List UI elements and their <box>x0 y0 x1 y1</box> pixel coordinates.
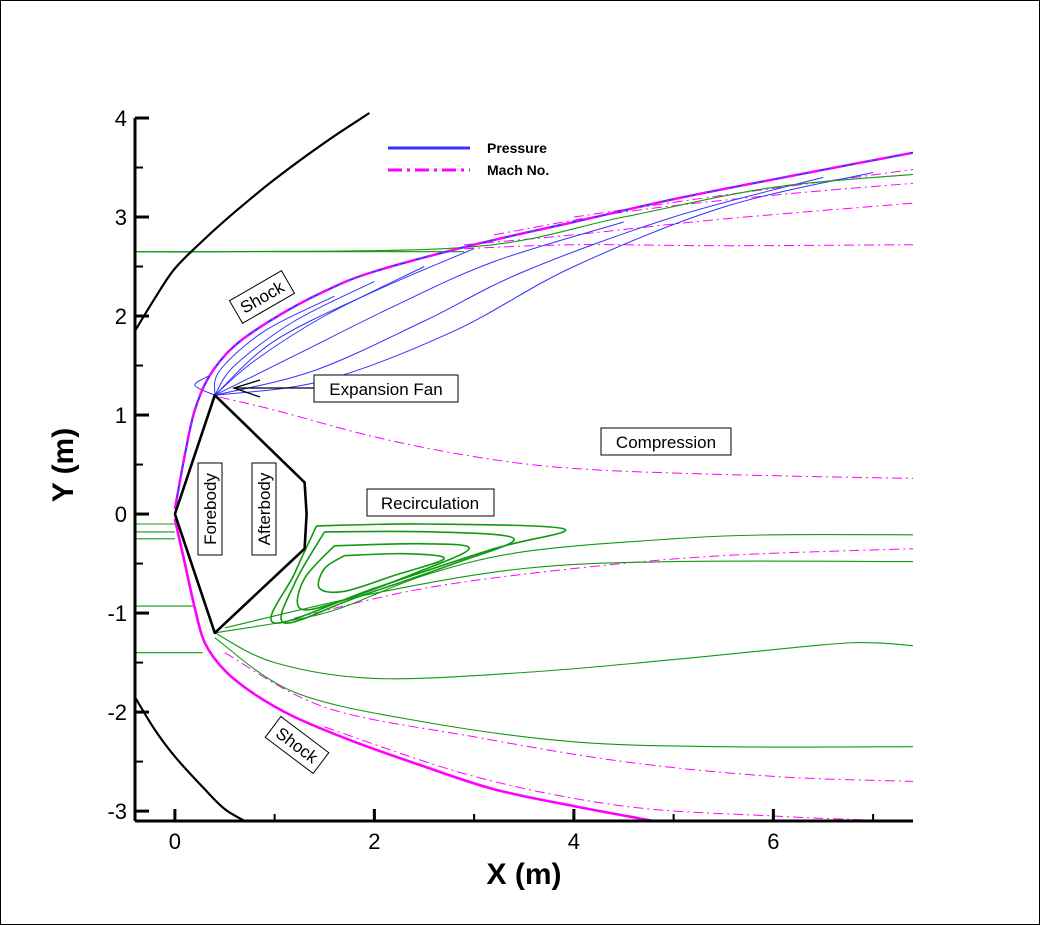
y-tick-label: 3 <box>115 205 127 230</box>
outer-shock-lower <box>134 696 246 822</box>
x-tick-label: 2 <box>368 829 380 854</box>
mach-contour-line <box>464 244 914 250</box>
annotation-compression: Compression <box>600 427 732 456</box>
legend-label-pressure: Pressure <box>487 140 547 156</box>
annotation-box <box>228 270 296 324</box>
annotation-box <box>313 374 459 403</box>
y-axis-title: Y (m) <box>47 428 80 502</box>
streamline <box>270 523 567 624</box>
pressure-fan-line <box>214 176 824 396</box>
streamline <box>317 552 446 594</box>
annotation-shock-lower: Shock <box>264 715 330 775</box>
tick-layer: 0 2 4 6 -3 -2 -1 0 1 2 3 4 <box>107 106 875 854</box>
pressure-fan-line <box>214 172 874 396</box>
y-tick-label: -3 <box>107 799 127 824</box>
x-axis-title: X (m) <box>487 858 562 891</box>
streamline <box>214 632 914 680</box>
streamline <box>280 530 515 624</box>
y-tick-label: 2 <box>115 304 127 329</box>
y-tick-label: 4 <box>115 106 127 131</box>
legend: Pressure Mach No. <box>388 140 549 178</box>
pressure-fan-line <box>214 280 375 396</box>
mach-contour-line <box>324 726 894 822</box>
mach-contour-line <box>294 548 914 619</box>
y-tick-label: -1 <box>107 601 127 626</box>
annotation-expansion-fan: Expansion Fan <box>231 374 459 403</box>
x-tick-label: 0 <box>169 829 181 854</box>
streamline <box>224 560 914 629</box>
mach-contour-line <box>464 202 914 246</box>
axes <box>133 118 913 823</box>
annotation-forebody-text: Forebody <box>201 473 220 545</box>
x-tick-label: 4 <box>568 829 580 854</box>
x-tick-label: 6 <box>767 829 779 854</box>
pressure-fan-line <box>214 266 425 396</box>
annotation-box <box>197 462 223 556</box>
bow-shock-upper-mach <box>173 151 914 510</box>
y-tick-label: -2 <box>107 700 127 725</box>
y-tick-label: 1 <box>115 403 127 428</box>
pressure-fan-line <box>214 221 624 396</box>
y-tick-label: 0 <box>115 502 127 527</box>
outer-shock-upper <box>134 112 371 332</box>
pressure-fan-line <box>214 248 475 396</box>
pressure-fan-line <box>194 374 216 396</box>
annotation-expansion-fan-text: Expansion Fan <box>329 380 442 399</box>
annotation-recirculation-text: Recirculation <box>381 494 479 513</box>
streamline <box>296 542 470 611</box>
annotation-afterbody-text: Afterbody <box>255 472 274 545</box>
annotation-box <box>366 488 495 517</box>
annotation-forebody: Forebody <box>197 462 223 556</box>
bow-shock-lower-mach <box>173 518 654 823</box>
annotation-box <box>251 462 277 556</box>
annotation-box <box>600 427 732 456</box>
annotation-recirculation: Recirculation <box>366 488 495 517</box>
annotation-afterbody: Afterbody <box>251 462 277 556</box>
annotation-box <box>264 715 330 775</box>
annotation-compression-text: Compression <box>616 433 716 452</box>
mach-contour-line <box>224 652 914 782</box>
curve-layer <box>134 112 914 823</box>
body-outline <box>173 393 308 635</box>
streamline <box>134 173 914 253</box>
legend-label-mach: Mach No. <box>487 162 549 178</box>
pressure-fan-line <box>213 295 335 396</box>
expansion-arrow-head <box>231 379 261 398</box>
annotation-shock-upper: Shock <box>228 270 296 324</box>
mach-contour-line <box>494 182 914 236</box>
streamline <box>214 533 914 634</box>
mach-contour-line <box>219 396 914 479</box>
bow-shock-upper-pressure <box>173 151 914 510</box>
streamline <box>214 637 914 748</box>
